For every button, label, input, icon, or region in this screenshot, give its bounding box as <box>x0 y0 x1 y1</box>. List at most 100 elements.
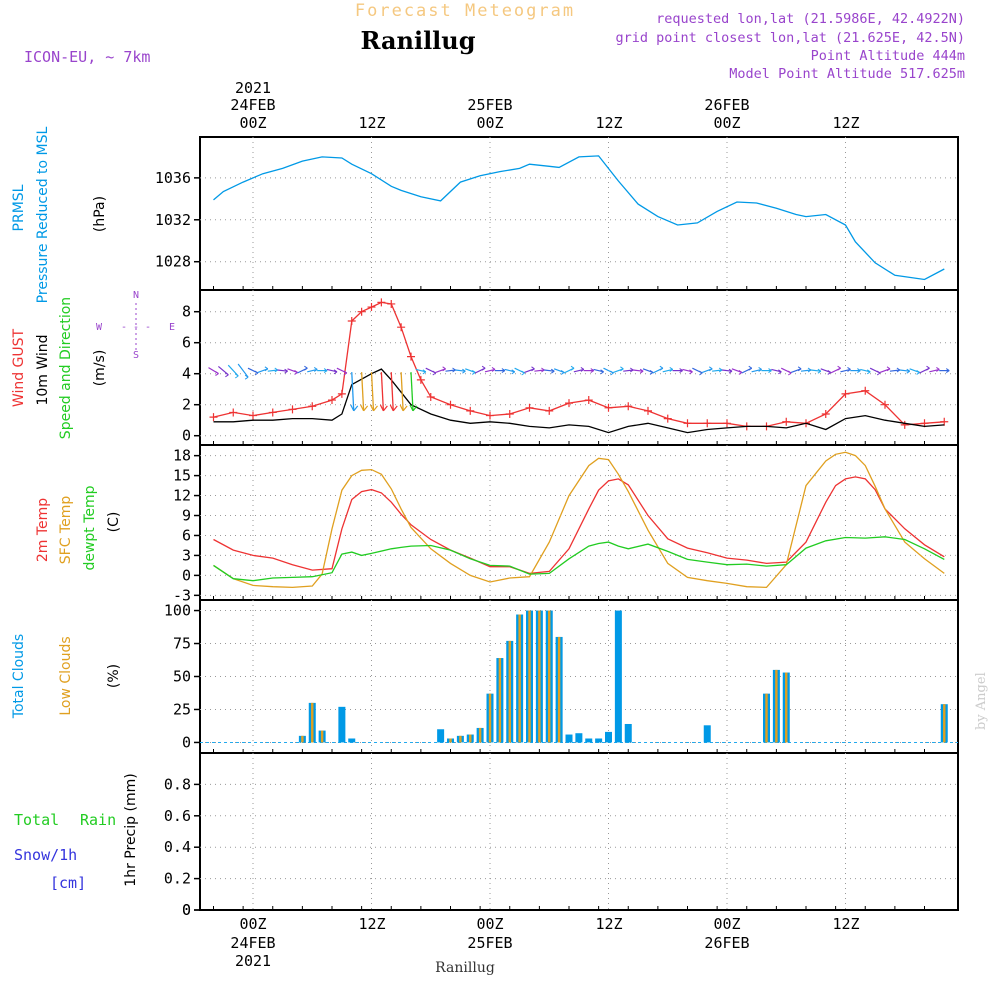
wind-arrow <box>662 368 673 373</box>
bottom-time-4: 12Z <box>595 915 622 933</box>
wind-arrowhead <box>610 370 614 376</box>
wind-arrow-large <box>370 372 375 411</box>
wind-arrowhead <box>748 365 753 371</box>
wind-arrowhead <box>639 368 644 374</box>
wind-arrowhead <box>323 368 328 374</box>
wind-arrowhead <box>432 370 437 376</box>
top-time-6: 12Z <box>832 114 859 132</box>
precip-label-snow: Snow/1h <box>14 846 77 864</box>
wind-arrowhead <box>590 368 595 374</box>
top-date-1: 24FEB <box>230 96 275 114</box>
y-tick-label: 18 <box>173 447 191 465</box>
wind-arrowhead <box>399 404 408 412</box>
wind-arrow <box>860 368 871 373</box>
total-cloud-bar <box>585 738 593 743</box>
y-tick-label: 100 <box>164 602 191 620</box>
total-cloud-bar <box>348 738 356 743</box>
low-cloud-bar <box>538 610 541 743</box>
point-altitude: Point Altitude 444m <box>811 48 965 64</box>
wind-arrow <box>751 368 762 373</box>
wind-label-a: Wind GUST <box>11 328 27 407</box>
wind-arrow-large <box>380 372 385 411</box>
series-line-10m-wind <box>213 368 945 434</box>
wind-arrow <box>445 369 456 372</box>
wind-arrowhead <box>708 366 713 372</box>
gust-marker <box>249 411 257 420</box>
wind-arrowhead <box>768 368 772 374</box>
y-tick-label: 75 <box>173 635 191 653</box>
wind-arrowhead <box>369 404 378 412</box>
low-cloud-bar <box>301 735 304 743</box>
y-tick-label: 2 <box>182 396 191 414</box>
gust-marker <box>416 375 425 384</box>
wind-arrowhead <box>659 365 664 371</box>
y-tick-label: 0.2 <box>164 870 191 888</box>
y-tick-label: 0 <box>182 733 191 751</box>
wind-arrowhead <box>600 369 604 375</box>
wind-arrowhead <box>649 369 654 375</box>
wind-arrowhead <box>501 368 506 374</box>
wind-arrowhead <box>409 404 418 412</box>
wind-arrowhead <box>531 366 535 372</box>
gust-marker <box>624 402 633 411</box>
wind-arrowhead <box>379 404 388 412</box>
gust-marker <box>328 396 336 405</box>
precip-label-total: Total <box>14 811 59 829</box>
wind-arrow <box>840 368 851 373</box>
precip-label-cm: [cm] <box>50 874 86 892</box>
gust-marker <box>604 403 613 412</box>
temp-label-b: SFC Temp <box>58 496 74 565</box>
y-tick-label: 0 <box>182 566 191 584</box>
compass-n: N <box>133 290 139 301</box>
gust-marker <box>268 408 277 417</box>
y-tick-label: 0.4 <box>164 838 191 856</box>
y-tick-label: 1028 <box>155 253 191 271</box>
series-line-prmsl <box>213 155 945 281</box>
compass-rose: N W E S - - - <box>96 290 175 361</box>
model-label: ICON-EU, ~ 7km <box>24 48 150 66</box>
wind-arrow <box>504 368 515 373</box>
top-date-3: 26FEB <box>704 96 749 114</box>
requested-coords: requested lon,lat (21.5986E, 42.4922N) <box>656 11 965 27</box>
low-cloud-bar <box>488 693 492 743</box>
y-tick-label: 8 <box>182 303 191 321</box>
temp-unit: (C) <box>106 512 122 533</box>
cloud-label-a: Total Clouds <box>11 634 27 719</box>
grid-point-coords: grid point closest lon,lat (21.625E, 42.… <box>616 30 966 46</box>
pressure-panel-labels: PRMSL Pressure Reduced to MSL (hPa) <box>11 126 108 303</box>
bottom-date-2: 25FEB <box>467 934 512 952</box>
wind-arrowhead <box>669 366 674 372</box>
bottom-date-1: 24FEB <box>230 934 275 952</box>
wind-arrowhead <box>857 368 861 374</box>
low-cloud-bar <box>478 727 482 743</box>
wind-arrow <box>237 363 249 378</box>
wind-arrowhead <box>778 369 782 375</box>
bottom-time-3: 00Z <box>476 915 503 933</box>
wind-arrowhead <box>837 365 841 371</box>
total-cloud-bar <box>565 734 573 743</box>
cloud-panel-labels: Total Clouds Low Clouds (%) <box>11 634 122 719</box>
wind-arrowhead <box>827 369 832 375</box>
series-line-dewpt-temp <box>213 536 945 582</box>
gust-marker <box>466 406 475 415</box>
wind-arrow <box>623 369 634 372</box>
y-tick-label: 15 <box>173 467 191 485</box>
top-time-2: 12Z <box>358 114 385 132</box>
wind-arrowhead <box>896 367 901 373</box>
gust-marker <box>357 307 366 316</box>
wind-arrow <box>277 369 288 372</box>
wind-arrowhead <box>350 404 359 412</box>
low-cloud-bar <box>775 669 778 743</box>
gust-marker <box>308 402 317 411</box>
wind-arrowhead <box>758 366 762 372</box>
wind-arrow <box>484 368 496 373</box>
wind-arrow <box>929 368 940 373</box>
wind-arrow <box>573 368 585 373</box>
panel-4: 0 25 50 75 100 <box>164 599 959 754</box>
wind-arrowhead <box>471 369 476 375</box>
gust-marker <box>565 399 573 408</box>
gust-marker <box>229 408 238 417</box>
wind-label-b: 10m Wind <box>35 334 51 405</box>
bottom-date-3: 26FEB <box>704 934 749 952</box>
precip-panel-labels: Total Rain Snow/1h [cm] 1hr Precip (mm) <box>14 773 139 892</box>
